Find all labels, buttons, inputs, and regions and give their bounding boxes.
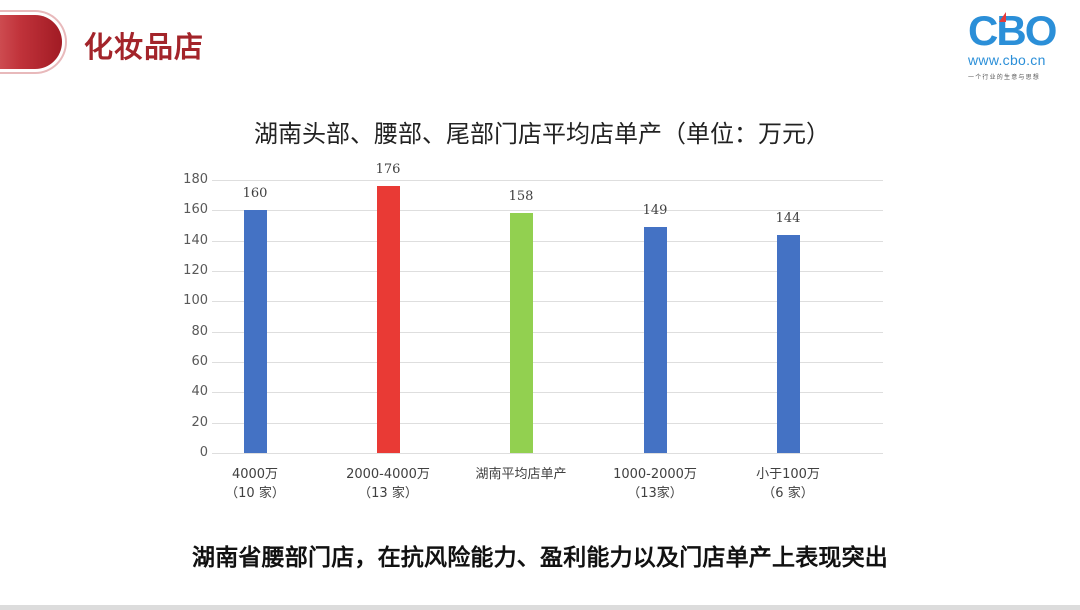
- gridline: [212, 362, 883, 363]
- section-title: 化妆品店: [84, 30, 205, 64]
- y-axis-tick: 80: [191, 324, 208, 339]
- chart-title: 湖南头部、腰部、尾部门店平均店单产（单位：万元）: [254, 120, 830, 148]
- gridline: [212, 301, 883, 302]
- gridline: [212, 332, 883, 333]
- gridline: [212, 241, 883, 242]
- logo-slogan: 一个行业的生意与思想: [968, 74, 1041, 81]
- x-axis-category-label: 小于100万 （6 家）: [718, 465, 858, 503]
- cbo-logo: CBO www.cbo.cn 一个行业的生意与思想: [962, 7, 1072, 82]
- bar-value-label: 144: [775, 210, 801, 226]
- section-header-pill: [0, 15, 62, 69]
- category-count: （6 家）: [762, 486, 814, 501]
- y-axis-tick: 180: [183, 172, 208, 187]
- conclusion-text: 湖南省腰部门店，在抗风险能力、盈利能力以及门店单产上表现突出: [192, 545, 888, 571]
- logo-mark: CBO: [968, 7, 1057, 54]
- x-axis-category-label: 2000-4000万 （13 家）: [318, 465, 458, 503]
- bar: [776, 234, 800, 453]
- bar-value-label: 158: [508, 189, 534, 205]
- category-count: （13 家）: [358, 486, 418, 501]
- y-axis-tick: 140: [183, 233, 208, 248]
- category-name: 1000-2000万: [613, 467, 697, 482]
- category-name: 湖南平均店单产: [475, 467, 567, 482]
- category-name: 2000-4000万: [346, 467, 430, 482]
- y-axis-tick: 100: [183, 293, 208, 308]
- x-axis-category-label: 1000-2000万 （13家）: [585, 465, 725, 503]
- footer-divider: [0, 605, 1080, 610]
- bar: [376, 186, 400, 453]
- y-axis-tick: 160: [183, 202, 208, 217]
- gridline: [212, 271, 883, 272]
- gridline: [212, 180, 883, 181]
- bar: [243, 210, 267, 453]
- gridline: [212, 392, 883, 393]
- x-axis-category-label: 湖南平均店单产: [451, 465, 591, 484]
- bar-value-label: 149: [642, 203, 668, 219]
- logo-url: www.cbo.cn: [968, 52, 1046, 68]
- category-count: （13家）: [627, 486, 683, 501]
- y-axis-tick: 20: [191, 415, 208, 430]
- bar-value-label: 160: [242, 186, 268, 202]
- x-axis-category-label: 4000万 （10 家）: [185, 465, 325, 503]
- y-axis-tick: 40: [191, 384, 208, 399]
- category-name: 小于100万: [756, 467, 820, 482]
- bar: [509, 213, 533, 453]
- category-count: （10 家）: [225, 486, 285, 501]
- gridline: [212, 453, 883, 454]
- category-name: 4000万: [231, 467, 279, 482]
- bar-value-label: 176: [375, 162, 401, 178]
- y-axis-tick: 60: [191, 354, 208, 369]
- gridline: [212, 210, 883, 211]
- y-axis-tick: 0: [199, 445, 208, 460]
- y-axis-tick: 120: [183, 263, 208, 278]
- gridline: [212, 423, 883, 424]
- bar: [643, 227, 667, 453]
